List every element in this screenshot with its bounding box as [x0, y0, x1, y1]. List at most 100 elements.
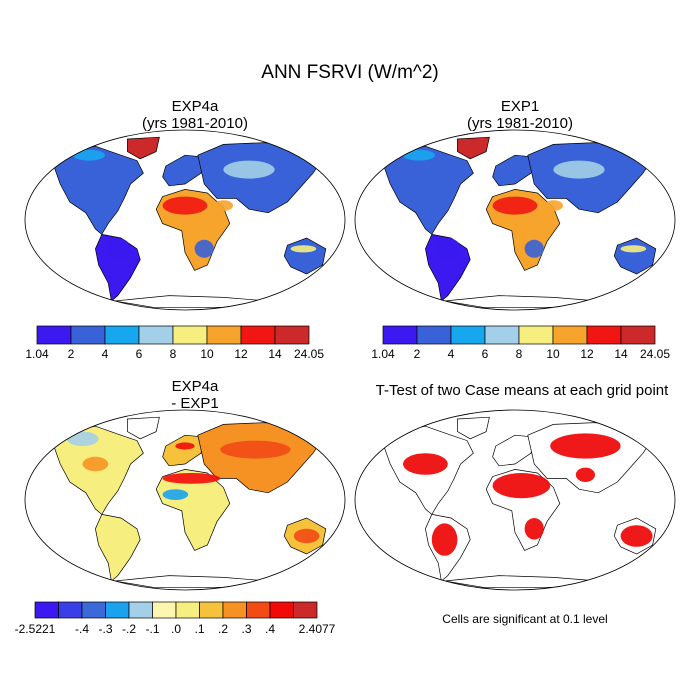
colorbar-tick-label: 1.04 — [371, 347, 395, 361]
field-southern-africa — [194, 239, 214, 258]
map-exp4a — [24, 129, 346, 311]
colorbar-segment — [104, 325, 140, 345]
field-greenland-core — [463, 141, 483, 151]
panel-title-ttest: T-Test of two Case means at each grid po… — [375, 382, 669, 399]
colorbar-segment — [269, 601, 294, 619]
colorbar-tick-label: 10 — [546, 347, 560, 361]
colorbar-tick-label: -.2 — [122, 622, 136, 636]
colorbar-segment — [484, 325, 520, 345]
field-sig-usa — [403, 453, 448, 475]
field-north-australia — [290, 245, 317, 253]
panel-title-exp1-line1: EXP1 — [500, 98, 540, 115]
colorbar-segment — [138, 325, 174, 345]
colorbar-segment — [199, 601, 224, 619]
colorbar-segment — [518, 325, 554, 345]
map-border — [354, 409, 676, 591]
field-australia-warm — [293, 528, 320, 544]
colorbar-segment — [246, 601, 271, 619]
field-asia-south — [245, 464, 278, 479]
colorbar-segment — [128, 601, 153, 619]
field-arabia — [543, 200, 564, 212]
colorbar-exp4a: 1.04 2 4 6 8 10 12 14 24.05 — [25, 325, 324, 361]
colorbar-segment — [240, 325, 276, 345]
colorbar-tick-label: .4 — [265, 622, 275, 636]
field-north-canada — [73, 149, 105, 161]
colorbar-tick-label: -.4 — [75, 622, 89, 636]
land-antarctica — [114, 575, 269, 588]
colorbar-segment — [382, 325, 418, 345]
field-north-australia — [620, 245, 647, 253]
colorbar-segment — [172, 325, 208, 345]
colorbar-segment — [34, 601, 59, 619]
land-antarctica — [114, 295, 269, 308]
land-antarctica — [444, 575, 599, 588]
panel-title-exp4a: EXP4a (yrs 1981-2010) — [40, 98, 350, 132]
colorbar-tick-label: .2 — [218, 622, 228, 636]
colorbar-segment — [450, 325, 486, 345]
land-europe — [162, 154, 205, 187]
land-north-america — [383, 145, 474, 235]
panel-title-exp4a-line1: EXP4a — [171, 98, 219, 115]
colorbar-segment — [105, 601, 130, 619]
panel-title-exp4a-line2: (yrs 1981-2010) — [142, 115, 248, 132]
colorbar-segment — [81, 601, 106, 619]
field-central-asia — [553, 160, 605, 179]
figure-title: ANN FSRVI (W/m^2) — [261, 62, 439, 83]
colorbar-tick-label: -2.5221 — [15, 622, 56, 636]
colorbar-tick-label: 4 — [448, 347, 455, 361]
land-antarctica — [444, 295, 599, 308]
field-usa-warm — [82, 456, 109, 472]
field-asia-belt — [220, 440, 291, 459]
land-south-america — [95, 514, 141, 582]
map-diff-content — [53, 416, 327, 588]
land-greenland — [457, 416, 490, 440]
colorbar-tick-label: 1.04 — [25, 347, 49, 361]
colorbar-tick-label: 24.05 — [640, 347, 670, 361]
field-arabia — [213, 200, 233, 212]
colorbar-segment — [36, 325, 72, 345]
panel-title-exp1: EXP1 (yrs 1981-2010) — [365, 98, 675, 132]
colorbar-segment — [222, 601, 247, 619]
map-exp1 — [354, 129, 676, 311]
field-sig-sahara — [492, 473, 551, 499]
colorbar-segment — [274, 325, 310, 345]
colorbar-tick-label: 12 — [580, 347, 594, 361]
map-ttest — [354, 409, 676, 591]
field-sahara-hot — [162, 196, 208, 215]
ttest-significance-note: Cells are significant at 0.1 level — [442, 612, 608, 626]
colorbar-tick-label: 2 — [414, 347, 421, 361]
field-sig-india — [575, 467, 596, 482]
land-europe — [162, 434, 205, 467]
panel-title-diff: EXP4a - EXP1 — [40, 378, 350, 412]
colorbar-segment — [70, 325, 106, 345]
field-sahel-band — [162, 473, 221, 484]
field-canada-cool — [66, 431, 99, 446]
colorbar-tick-label: 2 — [68, 347, 75, 361]
map-exp1-content — [383, 136, 657, 308]
map-exp4a-content — [53, 136, 327, 308]
field-southern-africa — [524, 239, 544, 258]
field-greenland-core — [133, 141, 153, 151]
colorbar-tick-label: 10 — [200, 347, 214, 361]
map-border — [24, 129, 346, 311]
field-europe-band — [175, 442, 195, 450]
colorbar-diff: -2.5221 -.4 -.3 -.2 -.1 .0 .1 .2 .3 .4 2.4077 — [15, 601, 336, 636]
land-europe — [492, 154, 535, 187]
colorbar-segment — [416, 325, 452, 345]
colorbar-tick-label: 8 — [170, 347, 177, 361]
panel-title-diff-line1: EXP4a — [171, 378, 219, 395]
colorbar-exp1: 1.04 2 4 6 8 10 12 14 24.05 — [371, 325, 670, 361]
land-greenland — [127, 416, 160, 440]
field-sig-south-america — [431, 523, 458, 556]
field-west-africa — [162, 489, 189, 500]
field-amazon — [435, 238, 461, 260]
colorbar-segment — [552, 325, 588, 345]
colorbar-segment — [586, 325, 622, 345]
colorbar-tick-label: 6 — [136, 347, 143, 361]
colorbar-tick-label: 4 — [102, 347, 109, 361]
field-central-asia — [223, 160, 275, 179]
field-sahara-hot — [492, 196, 538, 215]
colorbar-segment — [58, 601, 83, 619]
colorbar-tick-label: -.3 — [98, 622, 112, 636]
